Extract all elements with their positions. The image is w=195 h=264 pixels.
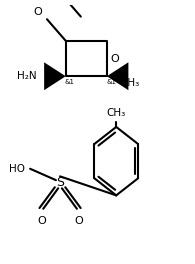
Polygon shape: [44, 62, 66, 90]
Text: O: O: [33, 7, 42, 17]
Text: O: O: [37, 216, 46, 226]
Text: &1: &1: [106, 79, 116, 85]
Text: H₂N: H₂N: [17, 71, 37, 81]
Polygon shape: [107, 62, 128, 90]
Text: CH₃: CH₃: [107, 108, 126, 118]
Text: CH₃: CH₃: [120, 78, 139, 88]
Text: O: O: [74, 216, 83, 226]
Text: &1: &1: [65, 79, 75, 85]
Text: HO: HO: [9, 164, 25, 174]
Text: O: O: [111, 54, 119, 64]
Text: S: S: [56, 176, 64, 189]
